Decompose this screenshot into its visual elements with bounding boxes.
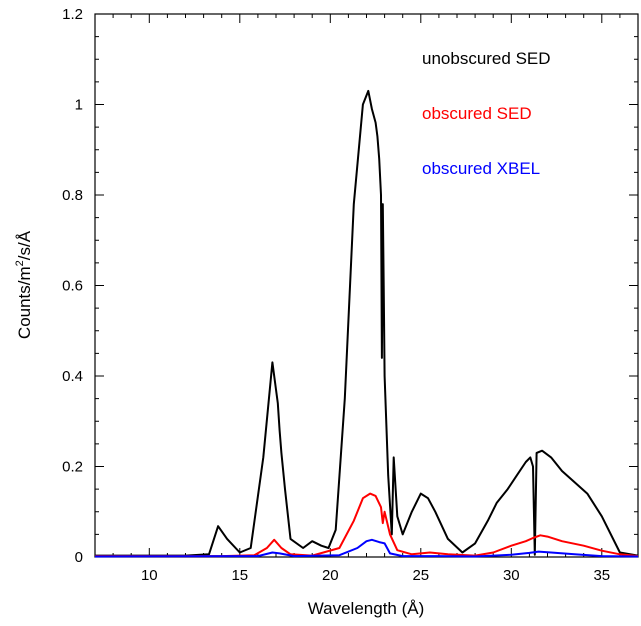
y-tick-label: 0.6 — [62, 278, 83, 295]
x-axis-label: Wavelength (Å) — [308, 599, 425, 618]
x-tick-label: 15 — [231, 567, 248, 584]
y-axis-label-suffix: /s/Å — [15, 230, 34, 260]
legend-entry-unobscured-sed: unobscured SED — [422, 49, 551, 68]
y-axis-label-base: Counts/m — [15, 266, 34, 339]
series-line-obscured-xbel — [94, 538, 639, 558]
x-tick-label: 25 — [412, 567, 429, 584]
y-tick-label: 1.2 — [62, 6, 83, 23]
tick-labels: 10 15 20 25 30 35 0 0.2 0.4 0.6 0.8 1 1.2 — [62, 6, 610, 584]
y-tick-label: 0.8 — [62, 187, 83, 204]
y-axis-label-superscript: 2 — [14, 260, 26, 266]
x-tick-label: 30 — [503, 567, 520, 584]
legend-entry-obscured-xbel: obscured XBEL — [422, 159, 540, 178]
y-tick-label: 0.4 — [62, 368, 83, 385]
y-tick-label: 1 — [75, 97, 83, 114]
x-tick-label: 35 — [593, 567, 610, 584]
series-line-obscured-sed — [95, 492, 639, 558]
x-tick-label: 20 — [322, 567, 339, 584]
y-tick-label: 0.2 — [62, 459, 83, 476]
legend: unobscured SED obscured SED obscured XBE… — [422, 49, 551, 178]
series-layer — [94, 89, 639, 558]
y-tick-label: 0 — [75, 549, 83, 566]
legend-entry-obscured-sed: obscured SED — [422, 104, 532, 123]
series-line-unobscured-sed — [95, 89, 639, 557]
y-axis-label: Counts/m2/s/Å — [14, 230, 34, 339]
x-tick-label: 10 — [141, 567, 158, 584]
